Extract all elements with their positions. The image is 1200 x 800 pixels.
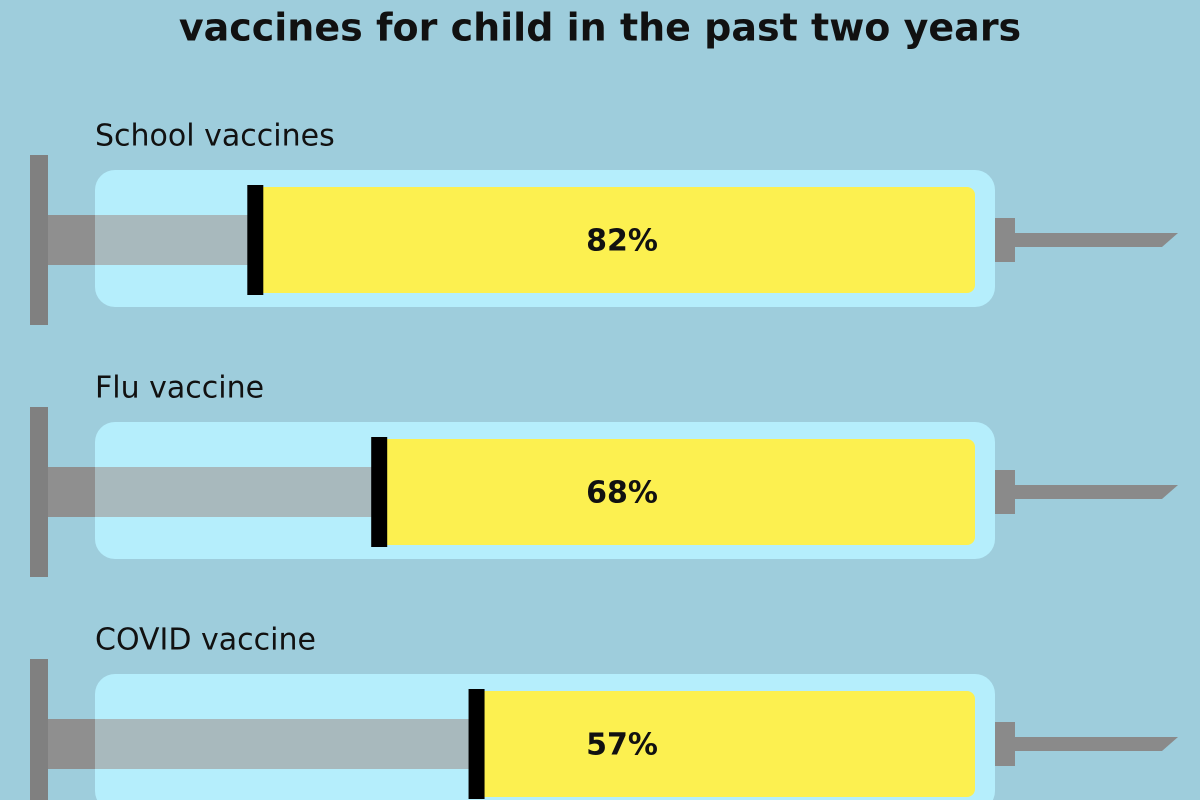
- plunger: [247, 185, 264, 295]
- syringe-handle: [30, 407, 48, 577]
- plunger-rod-outside: [48, 215, 98, 265]
- plunger-rod: [95, 719, 471, 769]
- bar: [470, 691, 975, 797]
- category-label: Flu vaccine: [95, 371, 264, 406]
- category-label: COVID vaccine: [95, 623, 316, 658]
- needle-hub: [995, 470, 1015, 514]
- syringe-handle: [30, 155, 48, 325]
- needle: [1015, 233, 1178, 247]
- needle: [1015, 485, 1178, 499]
- value-label: 57%: [586, 728, 658, 763]
- syringe-handle: [30, 659, 48, 800]
- plunger-rod: [95, 215, 250, 265]
- needle: [1015, 737, 1178, 751]
- value-label: 82%: [586, 224, 658, 259]
- plunger: [371, 437, 388, 547]
- bar: [249, 187, 976, 293]
- chart-title: vaccines for child in the past two years: [179, 6, 1021, 50]
- plunger-rod-outside: [48, 467, 98, 517]
- bar: [373, 439, 975, 545]
- category-label: School vaccines: [95, 119, 335, 154]
- needle-hub: [995, 722, 1015, 766]
- plunger-rod: [95, 467, 374, 517]
- value-label: 68%: [586, 476, 658, 511]
- plunger-rod-outside: [48, 719, 98, 769]
- plunger: [468, 689, 485, 799]
- needle-hub: [995, 218, 1015, 262]
